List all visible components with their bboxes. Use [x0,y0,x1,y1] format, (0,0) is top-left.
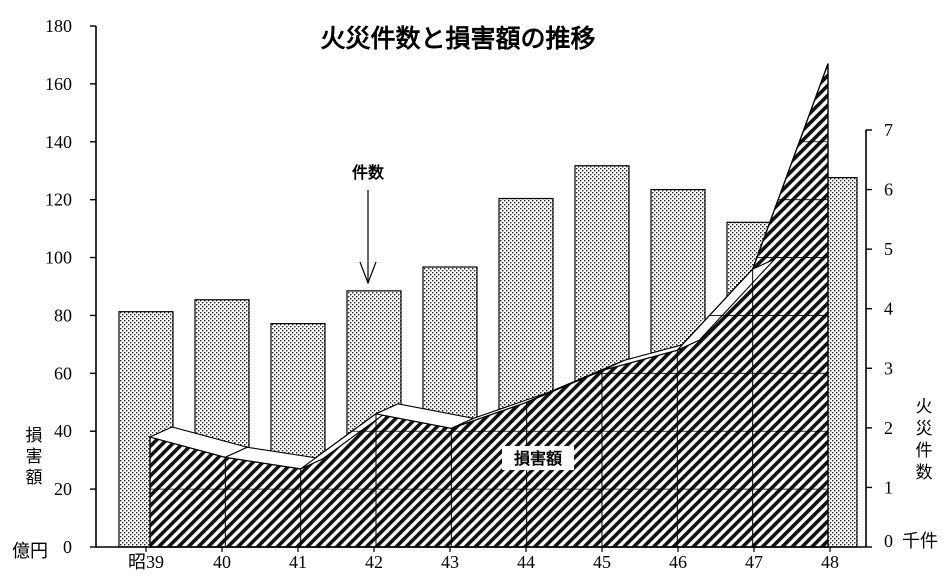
left-tick-label: 160 [45,74,72,94]
right-tick-label: 0 [884,531,893,551]
left-tick-label: 60 [54,363,72,383]
x-tick-label: 42 [365,552,383,572]
right-tick-label: 1 [884,477,893,497]
area-annotation-backdrop [502,446,574,470]
x-tick-label: 48 [821,552,839,572]
bars-annotation-label: 件数 [352,163,385,182]
x-tick-label: 46 [669,552,687,572]
right-axis-label-char: 火 [916,397,933,417]
right-tick-label: 7 [884,120,893,140]
chart-title: 火災件数と損害額の推移 [320,24,595,53]
x-tick-label: 43 [441,552,459,572]
left-tick-label: 100 [45,248,72,268]
left-tick-label: 20 [54,479,72,499]
right-axis-label-char: 件 [916,441,933,461]
area-group [148,63,829,548]
left-axis-label-char: 損 [26,426,43,446]
area-ribbon [676,258,776,351]
right-axis-label-char: 数 [916,463,933,483]
left-axis-label-char: 害 [26,447,43,467]
area-annotation-label: 損害額 [514,449,562,468]
x-tick-label: 41 [289,552,307,572]
right-axis-label-char: 災 [916,419,933,439]
right-tick-label: 3 [884,358,893,378]
x-tick-label: 44 [517,552,535,572]
area-annotation: 損害額 [502,446,574,470]
x-tick-label: 40 [213,552,231,572]
left-tick-label: 40 [54,421,72,441]
bars-annotation: 件数 [352,163,385,285]
right-tick-label: 6 [884,180,893,200]
right-tick-label: 4 [884,299,893,319]
left-tick-label: 140 [45,132,72,152]
x-tick-label: 45 [593,552,611,572]
x-tick-label: 昭39 [128,552,164,572]
left-tick-label: 80 [54,305,72,325]
right-tick-label: 5 [884,239,893,259]
right-axis-label: 火 災 件 数 [916,397,933,483]
bars-annotation-arrow-head [359,261,377,285]
x-tick-label: 47 [745,552,763,572]
left-axis-label: 損 害 額 [26,426,43,488]
left-tick-label: 180 [45,16,72,36]
left-tick-label: 120 [45,190,72,210]
left-axis-label-char: 額 [26,468,43,488]
right-axis-unit: 千件 [902,531,938,551]
right-tick-label: 2 [884,418,893,438]
left-tick-label: 0 [63,537,72,557]
left-axis-unit: 億円 [12,541,48,561]
